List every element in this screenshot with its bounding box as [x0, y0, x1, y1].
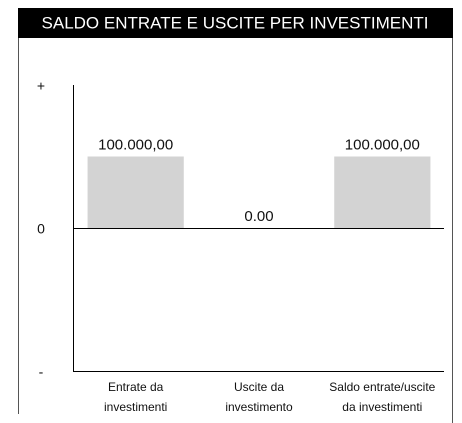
value-label: 100.000,00 — [345, 136, 420, 153]
bar — [87, 156, 184, 228]
x-tick-label: Saldo entrate/uscite — [329, 380, 435, 394]
x-tick-label: Uscite da — [234, 380, 284, 394]
value-label: 0.00 — [244, 208, 273, 225]
y-tick-label: + — [37, 78, 45, 94]
x-tick-label: Entrate da — [108, 380, 164, 394]
x-tick-label: da investimenti — [342, 400, 422, 414]
x-tick-label: investimenti — [104, 400, 167, 414]
chart-title: SALDO ENTRATE E USCITE PER INVESTIMENTI — [42, 13, 429, 32]
y-tick-label: 0 — [37, 221, 45, 237]
title-bar — [18, 8, 453, 38]
y-tick-label: - — [39, 364, 44, 380]
x-tick-label: investimento — [225, 400, 293, 414]
value-label: 100.000,00 — [98, 136, 173, 153]
bar — [334, 156, 431, 228]
